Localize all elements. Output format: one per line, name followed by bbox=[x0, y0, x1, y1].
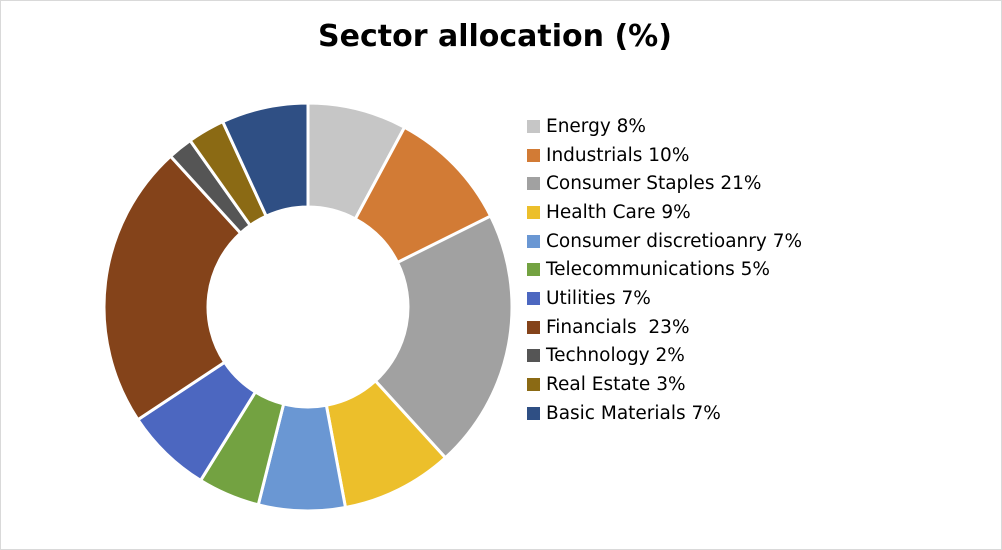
donut-slice bbox=[221, 101, 310, 218]
legend-swatch bbox=[527, 378, 540, 392]
legend-label: Financials 23% bbox=[546, 316, 690, 338]
legend-label: Utilities 7% bbox=[546, 287, 651, 309]
legend-swatch bbox=[527, 177, 540, 191]
legend-swatch bbox=[527, 291, 540, 305]
legend-label: Health Care 9% bbox=[546, 201, 691, 223]
legend-label: Technology 2% bbox=[546, 345, 685, 367]
legend-label: Industrials 10% bbox=[546, 144, 690, 166]
legend-swatch bbox=[527, 263, 540, 277]
legend-item: Health Care 9% bbox=[527, 198, 802, 227]
legend-item: Industrials 10% bbox=[527, 141, 802, 170]
donut-slice bbox=[102, 154, 243, 422]
donut-slice bbox=[373, 214, 514, 460]
legend-item: Technology 2% bbox=[527, 342, 802, 371]
legend-item: Energy 8% bbox=[527, 112, 802, 141]
legend-swatch bbox=[527, 148, 540, 162]
legend-item: Telecommunications 5% bbox=[527, 255, 802, 284]
legend-label: Basic Materials 7% bbox=[546, 402, 721, 424]
legend-swatch bbox=[527, 234, 540, 248]
legend-swatch bbox=[527, 205, 540, 219]
chart-legend: Energy 8% Industrials 10% Consumer Staples… bbox=[527, 112, 802, 428]
chart-title: Sector allocation (%) bbox=[318, 19, 672, 54]
legend-label: Energy 8% bbox=[546, 115, 646, 137]
legend-label: Telecommunications 5% bbox=[546, 259, 770, 281]
legend-item: Real Estate 3% bbox=[527, 370, 802, 399]
legend-item: Utilities 7% bbox=[527, 284, 802, 313]
legend-item: Financials 23% bbox=[527, 313, 802, 342]
legend-label: Consumer discretioanry 7% bbox=[546, 230, 803, 252]
legend-swatch bbox=[527, 119, 540, 133]
legend-label: Real Estate 3% bbox=[546, 374, 686, 396]
legend-swatch bbox=[527, 349, 540, 363]
legend-item: Consumer Staples 21% bbox=[527, 169, 802, 198]
legend-item: Basic Materials 7% bbox=[527, 399, 802, 428]
legend-swatch bbox=[527, 320, 540, 334]
legend-label: Consumer Staples 21% bbox=[546, 173, 762, 195]
legend-swatch bbox=[527, 406, 540, 420]
legend-item: Consumer discretioanry 7% bbox=[527, 227, 802, 256]
